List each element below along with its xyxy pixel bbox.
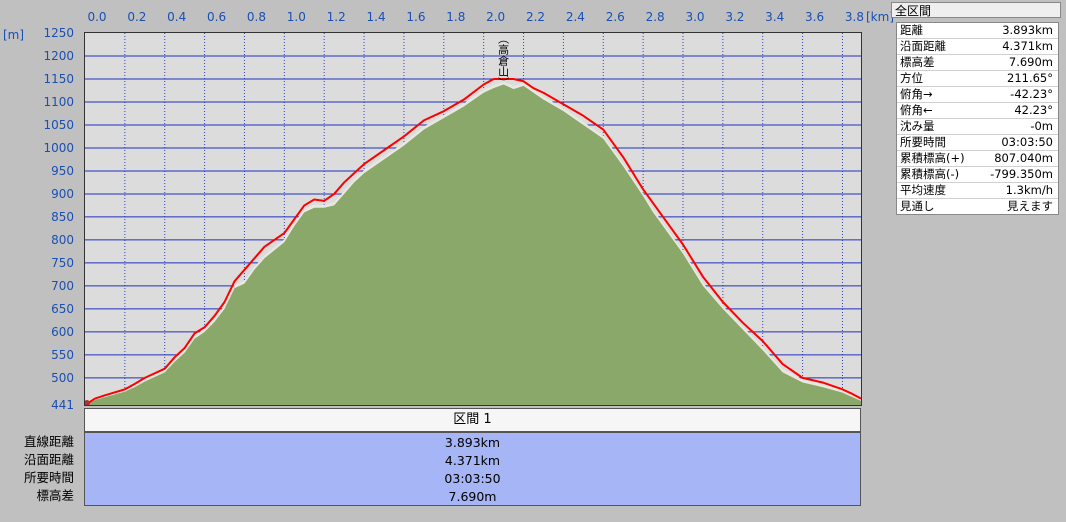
y-tick-label: 1250	[43, 26, 74, 40]
info-key: 俯角←	[900, 103, 933, 117]
info-row: 俯角→ -42.23°	[897, 87, 1058, 103]
y-unit-label: [m]	[3, 28, 25, 42]
info-value: 03:03:50	[1001, 135, 1053, 149]
y-tick-label: 900	[51, 186, 74, 201]
y-tick-label: 850	[51, 209, 74, 224]
info-value: 3.893km	[1002, 23, 1053, 37]
start-marker	[85, 400, 90, 405]
section-body: 3.893km 4.371km 03:03:50 7.690m	[84, 432, 861, 506]
y-tick-label: 550	[51, 347, 74, 362]
x-tick-label: 0.6	[207, 10, 227, 24]
section-row-label: 直線距離	[23, 434, 74, 449]
section-value: 7.690m	[448, 489, 497, 504]
y-tick-label: 1100	[43, 94, 74, 109]
x-tick-label: 1.2	[326, 10, 346, 24]
info-key: 方位	[900, 71, 923, 85]
info-key: 平均速度	[900, 183, 946, 197]
section-value: 3.893km	[444, 435, 501, 450]
info-row: 距離 3.893km	[897, 23, 1058, 39]
route-line	[85, 77, 861, 405]
y-tick-label: 1150	[43, 71, 74, 86]
y-tick-label: 1050	[43, 117, 74, 132]
info-row: 沈み量 -0m	[897, 119, 1058, 135]
x-tick-label: 2.8	[645, 10, 665, 24]
info-panel: 全区間 距離 3.893km 沿面距離 4.371km 標高差 7.690m 方位 211.6…	[891, 2, 1061, 215]
y-tick-label: 500	[51, 370, 74, 385]
info-row: 沿面距離 4.371km	[897, 39, 1058, 55]
section-row-label: 沿面距離	[23, 452, 74, 467]
info-value: 1.3km/h	[1005, 183, 1053, 197]
info-value: 4.371km	[1002, 39, 1053, 53]
info-value: 見えます	[1007, 199, 1053, 213]
info-key: 俯角→	[900, 87, 933, 101]
info-key: 距離	[900, 23, 923, 37]
peak-label: （高倉山）	[496, 33, 510, 88]
info-key: 沈み量	[900, 119, 935, 133]
info-row: 標高差 7.690m	[897, 55, 1058, 71]
y-tick-label: 750	[51, 255, 74, 270]
info-key: 標高差	[900, 55, 935, 69]
x-tick-label: 2.6	[605, 10, 625, 24]
info-row: 見通し 見えます	[897, 199, 1058, 214]
info-value: -42.23°	[1010, 87, 1053, 101]
info-row: 累積標高(+) 807.040m	[897, 151, 1058, 167]
section-value: 4.371km	[444, 453, 501, 468]
info-row: 平均速度 1.3km/h	[897, 183, 1058, 199]
y-tick-label: 1000	[43, 140, 74, 155]
x-tick-label: 3.8	[844, 10, 864, 24]
x-tick-label: 2.4	[565, 10, 585, 24]
x-tick-label: 3.0	[685, 10, 705, 24]
info-key: 見通し	[900, 199, 935, 213]
x-tick-label: 3.6	[805, 10, 825, 24]
y-tick-label: 950	[51, 163, 74, 178]
info-key: 沿面距離	[900, 39, 946, 53]
y-tick-label: 600	[51, 324, 74, 339]
x-tick-label: 0.8	[246, 10, 266, 24]
x-unit-label: [km]	[866, 10, 895, 24]
x-tick-label: 3.2	[725, 10, 745, 24]
info-row: 累積標高(-) -799.350m	[897, 167, 1058, 183]
info-panel-title[interactable]: 全区間	[891, 2, 1061, 18]
x-tick-label: 1.0	[286, 10, 306, 24]
info-row: 俯角← 42.23°	[897, 103, 1058, 119]
x-tick-label: 3.4	[765, 10, 785, 24]
info-value: -799.350m	[990, 167, 1053, 181]
x-tick-label: 0.2	[127, 10, 147, 24]
info-value: -0m	[1030, 119, 1053, 133]
info-key: 所要時間	[900, 135, 946, 149]
info-value: 7.690m	[1008, 55, 1053, 69]
section-value: 03:03:50	[444, 471, 501, 486]
x-tick-label: 2.0	[486, 10, 506, 24]
x-tick-label: 1.4	[366, 10, 386, 24]
y-tick-label: 650	[51, 301, 74, 316]
y-tick-label: 1200	[43, 48, 74, 63]
info-key: 累積標高(+)	[900, 151, 965, 165]
x-tick-label: 2.2	[525, 10, 546, 24]
info-key: 累積標高(-)	[900, 167, 960, 181]
info-row: 方位 211.65°	[897, 71, 1058, 87]
x-tick-label: 0.0	[87, 10, 107, 24]
info-value: 807.040m	[994, 151, 1053, 165]
section-row-label: 所要時間	[23, 470, 74, 485]
info-table: 距離 3.893km 沿面距離 4.371km 標高差 7.690m 方位 211.65° 俯角…	[896, 22, 1059, 215]
terrain-area	[85, 84, 861, 405]
info-value: 211.65°	[1007, 71, 1053, 85]
y-tick-label: 441	[51, 398, 74, 412]
elevation-profile-plot[interactable]: （高倉山）	[84, 32, 862, 406]
section-header[interactable]: 区間 1	[84, 408, 861, 432]
y-tick-label: 800	[51, 232, 74, 247]
elevation-chart-svg	[85, 33, 861, 405]
info-value: 42.23°	[1014, 103, 1053, 117]
y-tick-label: 700	[51, 278, 74, 293]
section-row-label: 標高差	[36, 488, 74, 503]
x-tick-label: 0.4	[167, 10, 187, 24]
x-tick-label: 1.8	[446, 10, 466, 24]
x-tick-label: 1.6	[406, 10, 426, 24]
info-row: 所要時間 03:03:50	[897, 135, 1058, 151]
